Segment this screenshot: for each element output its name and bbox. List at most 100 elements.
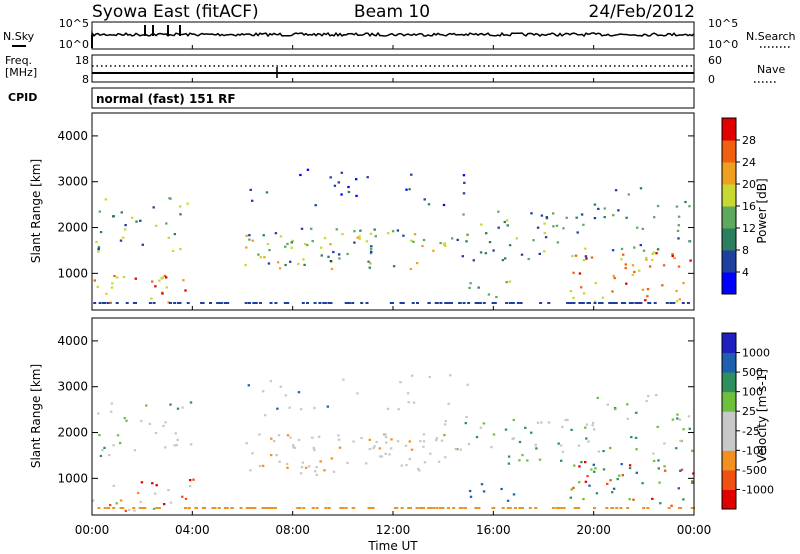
power-cell — [676, 229, 680, 232]
velocity-cell — [397, 408, 400, 411]
power-cell — [484, 252, 488, 255]
power-cell — [360, 302, 364, 304]
power-cell — [390, 302, 394, 304]
power-cell — [168, 302, 172, 304]
velocity-cell — [628, 464, 632, 467]
velocity-cell — [584, 480, 588, 483]
velocity-cell — [449, 374, 452, 377]
velocity-colorbar-segment — [722, 489, 736, 510]
noise-tick-top: 10^5 — [59, 17, 89, 30]
velocity-cell — [137, 491, 140, 495]
velocity-cell — [313, 449, 316, 452]
power-cell — [367, 260, 370, 263]
power-cell — [165, 276, 168, 279]
power-cell — [465, 240, 468, 243]
power-cell — [432, 249, 435, 252]
nsearch-label: N.Search — [746, 30, 796, 43]
power-cell — [463, 181, 466, 184]
power-cell — [504, 257, 507, 260]
velocity-cell — [524, 426, 527, 429]
velocity-cell — [507, 455, 511, 458]
velocity-cell — [635, 448, 638, 451]
velocity-cell — [444, 456, 447, 459]
nsky-label: N.Sky — [3, 30, 35, 43]
power-cell — [505, 281, 508, 284]
power-cell — [474, 302, 478, 304]
velocity-cell — [521, 454, 524, 457]
power-cell — [105, 292, 108, 295]
velocity-cell — [614, 407, 617, 411]
date-title: 24/Feb/2012 — [589, 2, 695, 22]
velocity-cell — [412, 401, 416, 404]
velocity-cell — [187, 507, 191, 509]
power-cell — [638, 269, 641, 272]
power-colorbar-label: Power [dB] — [755, 178, 769, 243]
power-cell — [396, 229, 400, 232]
freq-label-line2: [MHz] — [5, 66, 37, 79]
power-cell — [669, 302, 673, 304]
power-cell — [284, 263, 287, 267]
velocity-y-tick-label: 1000 — [57, 471, 88, 485]
velocity-colorbar-frame — [721, 332, 737, 510]
velocity-cell — [468, 489, 472, 493]
power-cell — [274, 232, 278, 235]
power-cell — [369, 262, 372, 265]
power-cell — [653, 216, 656, 219]
power-cell — [423, 198, 426, 201]
velocity-cell — [258, 433, 261, 436]
velocity-cell — [458, 507, 462, 509]
power-cell — [130, 216, 134, 219]
velocity-cell — [577, 444, 581, 447]
power-cell — [443, 242, 446, 245]
velocity-cell — [536, 421, 540, 424]
velocity-cell — [268, 507, 272, 509]
velocity-cell — [651, 497, 654, 500]
velocity-cell — [609, 479, 612, 482]
power-cell — [543, 250, 546, 253]
power-cell — [480, 223, 483, 226]
velocity-cell — [591, 424, 594, 427]
power-cell — [492, 249, 495, 252]
velocity-cell — [311, 507, 315, 509]
x-tick-label: 08:00 — [275, 523, 310, 537]
velocity-colorbar-tick-label: 25 — [742, 405, 756, 418]
velocity-cell — [380, 455, 384, 458]
velocity-cell — [482, 490, 486, 493]
nave-tick-bottom: 0 — [708, 73, 715, 86]
velocity-cell — [691, 507, 695, 509]
power-cell — [572, 296, 575, 299]
velocity-cell — [663, 465, 666, 468]
power-cell — [408, 188, 411, 191]
velocity-cell — [175, 444, 178, 447]
power-cell — [623, 302, 627, 304]
power-cell — [306, 244, 309, 247]
power-cell — [688, 240, 691, 243]
velocity-cell — [518, 440, 522, 444]
velocity-y-tick-label: 2000 — [57, 426, 88, 440]
power-cell — [580, 213, 584, 216]
power-cell — [543, 222, 546, 225]
x-tick-label: 00:00 — [677, 523, 712, 537]
velocity-cell — [602, 468, 606, 471]
power-cell — [249, 188, 252, 191]
power-cell — [552, 212, 555, 215]
power-cell — [251, 239, 254, 242]
velocity-cell — [467, 443, 471, 446]
velocity-colorbar-tick-label: -100 — [742, 444, 767, 457]
power-cell — [290, 246, 293, 249]
power-cell — [337, 181, 340, 184]
power-cell — [682, 282, 685, 285]
velocity-cell — [407, 507, 411, 509]
velocity-cell — [657, 459, 660, 462]
power-cell — [671, 253, 674, 256]
velocity-cell — [261, 507, 265, 509]
velocity-cell — [682, 498, 685, 501]
power-cell — [622, 253, 625, 256]
power-cell — [112, 215, 115, 218]
velocity-cell — [682, 428, 685, 431]
velocity-cell — [452, 507, 456, 509]
power-cell — [122, 275, 126, 279]
velocity-cell — [501, 507, 505, 509]
power-cell — [651, 258, 654, 261]
velocity-cell — [691, 480, 694, 483]
